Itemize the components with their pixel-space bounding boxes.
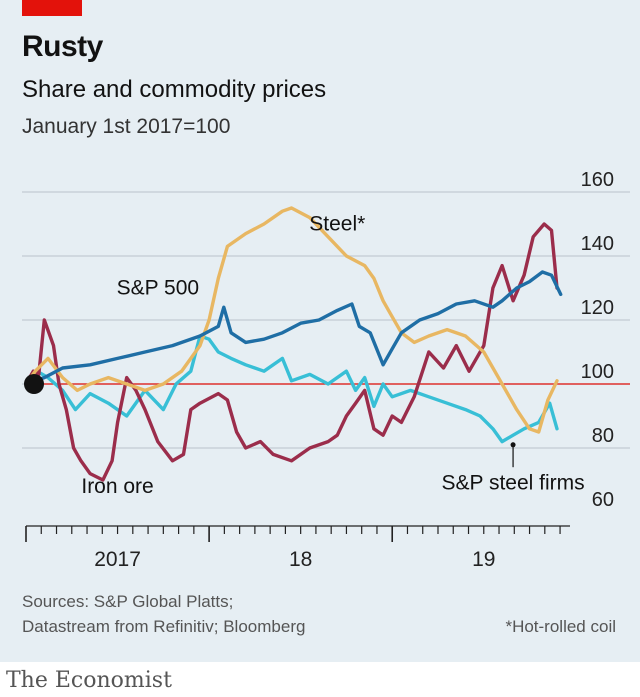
y-tick-label-60: 60: [592, 489, 614, 511]
y-tick-label-160: 160: [581, 169, 614, 191]
series-line-s-p-steel-firms: [24, 334, 559, 444]
y-tick-labels: 60 80 100 120 140 160: [581, 169, 614, 511]
chart-markers: [24, 374, 516, 468]
sources-line-1: Sources: S&P Global Platts;: [22, 592, 234, 611]
series-line-s-p-500: [24, 270, 563, 386]
brand-logo: The Economist: [6, 668, 172, 693]
series-labels: S&P 500 Steel* Iron ore S&P steel firms: [81, 212, 584, 497]
series-label-steel: Steel*: [309, 212, 365, 235]
series-label-s-p-steel-firms: S&P steel firms: [441, 472, 584, 495]
index-start-dot: [24, 374, 44, 394]
y-tick-label-140: 140: [581, 233, 614, 255]
y-tick-label-120: 120: [581, 297, 614, 319]
x-axis: 2017 18 19: [25, 525, 570, 571]
x-tick-label-2017: 2017: [94, 548, 141, 571]
chart-panel: [0, 0, 640, 662]
series-lines: [24, 206, 563, 482]
sources-line-2: Datastream from Refinitiv; Bloomberg: [22, 617, 306, 636]
series-label-s-p-500: S&P 500: [117, 276, 200, 299]
x-tick-label-19: 19: [472, 548, 495, 571]
x-tick-label-18: 18: [289, 548, 312, 571]
line-chart: 2017 18 19 60 80 100 120 140 160 S&P 500 Steel* I…: [22, 169, 630, 571]
y-tick-label-80: 80: [592, 425, 614, 447]
footnote: *Hot-rolled coil: [505, 617, 616, 636]
series-label-iron-ore: Iron ore: [81, 475, 153, 498]
index-note: January 1st 2017=100: [22, 115, 231, 138]
chart-subtitle: Share and commodity prices: [22, 76, 327, 103]
series-line-steel: [24, 206, 559, 434]
series-line-iron-ore: [24, 222, 559, 482]
brand-red-tag: [22, 0, 82, 16]
y-tick-label-100: 100: [581, 361, 614, 383]
chart-title: Rusty: [22, 30, 103, 63]
steel-firms-leader-dot: [510, 442, 516, 448]
